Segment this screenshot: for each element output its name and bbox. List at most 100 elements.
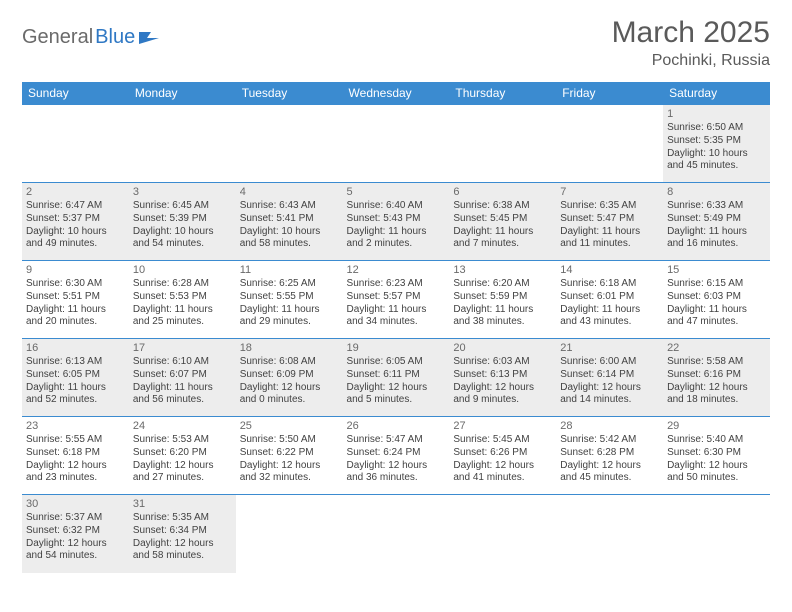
day-cell: 8Sunrise: 6:33 AMSunset: 5:49 PMDaylight… (663, 183, 770, 261)
day-info-line: Sunrise: 6:15 AM (667, 278, 766, 291)
day-info-line: Sunset: 6:09 PM (240, 369, 339, 382)
day-number: 27 (453, 419, 552, 433)
empty-cell (556, 105, 663, 183)
day-info-line: Sunrise: 6:05 AM (347, 356, 446, 369)
day-info-line: Sunrise: 6:18 AM (560, 278, 659, 291)
empty-cell (343, 495, 450, 573)
day-info-line: Daylight: 12 hours (26, 538, 125, 551)
day-info-line: and 56 minutes. (133, 394, 232, 407)
day-number: 28 (560, 419, 659, 433)
day-info-line: Sunset: 6:16 PM (667, 369, 766, 382)
day-number: 30 (26, 497, 125, 511)
location: Pochinki, Russia (612, 52, 770, 70)
day-info-line: Daylight: 11 hours (453, 226, 552, 239)
day-cell: 16Sunrise: 6:13 AMSunset: 6:05 PMDayligh… (22, 339, 129, 417)
day-number: 19 (347, 341, 446, 355)
day-info-line: Sunset: 5:45 PM (453, 213, 552, 226)
day-info-line: Sunrise: 6:43 AM (240, 200, 339, 213)
day-number: 9 (26, 263, 125, 277)
day-number: 11 (240, 263, 339, 277)
day-info-line: Daylight: 11 hours (133, 382, 232, 395)
week-row: 30Sunrise: 5:37 AMSunset: 6:32 PMDayligh… (22, 495, 770, 573)
day-info-line: and 52 minutes. (26, 394, 125, 407)
day-info-line: Daylight: 12 hours (347, 460, 446, 473)
day-cell: 9Sunrise: 6:30 AMSunset: 5:51 PMDaylight… (22, 261, 129, 339)
day-info-line: and 25 minutes. (133, 316, 232, 329)
day-info-line: Sunset: 6:34 PM (133, 525, 232, 538)
day-cell: 28Sunrise: 5:42 AMSunset: 6:28 PMDayligh… (556, 417, 663, 495)
day-info-line: Sunrise: 6:45 AM (133, 200, 232, 213)
day-cell: 18Sunrise: 6:08 AMSunset: 6:09 PMDayligh… (236, 339, 343, 417)
day-info-line: Daylight: 12 hours (453, 460, 552, 473)
day-info-line: Sunset: 5:49 PM (667, 213, 766, 226)
day-info-line: Sunrise: 6:47 AM (26, 200, 125, 213)
day-info-line: and 23 minutes. (26, 472, 125, 485)
day-info-line: Sunrise: 6:10 AM (133, 356, 232, 369)
day-info-line: Daylight: 11 hours (453, 304, 552, 317)
day-info-line: Sunrise: 6:23 AM (347, 278, 446, 291)
day-number: 23 (26, 419, 125, 433)
month-title: March 2025 (612, 16, 770, 50)
day-cell: 17Sunrise: 6:10 AMSunset: 6:07 PMDayligh… (129, 339, 236, 417)
day-info-line: Sunset: 5:47 PM (560, 213, 659, 226)
day-info-line: Daylight: 12 hours (133, 460, 232, 473)
weekday-header: Friday (556, 82, 663, 105)
day-info-line: Daylight: 11 hours (133, 304, 232, 317)
day-cell: 12Sunrise: 6:23 AMSunset: 5:57 PMDayligh… (343, 261, 450, 339)
weekday-header: Wednesday (343, 82, 450, 105)
day-info-line: Sunrise: 6:38 AM (453, 200, 552, 213)
weekday-header: Tuesday (236, 82, 343, 105)
day-info-line: and 36 minutes. (347, 472, 446, 485)
day-info-line: Sunrise: 5:53 AM (133, 434, 232, 447)
day-cell: 14Sunrise: 6:18 AMSunset: 6:01 PMDayligh… (556, 261, 663, 339)
day-info-line: and 27 minutes. (133, 472, 232, 485)
day-info-line: Sunrise: 5:35 AM (133, 512, 232, 525)
day-cell: 7Sunrise: 6:35 AMSunset: 5:47 PMDaylight… (556, 183, 663, 261)
empty-cell (556, 495, 663, 573)
week-row: 2Sunrise: 6:47 AMSunset: 5:37 PMDaylight… (22, 183, 770, 261)
day-number: 5 (347, 185, 446, 199)
day-number: 14 (560, 263, 659, 277)
day-cell: 29Sunrise: 5:40 AMSunset: 6:30 PMDayligh… (663, 417, 770, 495)
day-cell: 2Sunrise: 6:47 AMSunset: 5:37 PMDaylight… (22, 183, 129, 261)
day-info-line: Sunset: 5:43 PM (347, 213, 446, 226)
day-info-line: and 41 minutes. (453, 472, 552, 485)
day-info-line: Sunrise: 5:58 AM (667, 356, 766, 369)
day-info-line: Daylight: 12 hours (133, 538, 232, 551)
day-number: 24 (133, 419, 232, 433)
day-info-line: Sunset: 5:57 PM (347, 291, 446, 304)
day-info-line: Sunset: 5:41 PM (240, 213, 339, 226)
day-info-line: and 45 minutes. (667, 160, 766, 173)
day-number: 26 (347, 419, 446, 433)
logo: GeneralBlue (22, 26, 163, 49)
empty-cell (129, 105, 236, 183)
day-cell: 4Sunrise: 6:43 AMSunset: 5:41 PMDaylight… (236, 183, 343, 261)
day-info-line: Sunset: 5:37 PM (26, 213, 125, 226)
day-info-line: Daylight: 11 hours (560, 304, 659, 317)
day-cell: 13Sunrise: 6:20 AMSunset: 5:59 PMDayligh… (449, 261, 556, 339)
day-cell: 27Sunrise: 5:45 AMSunset: 6:26 PMDayligh… (449, 417, 556, 495)
day-cell: 25Sunrise: 5:50 AMSunset: 6:22 PMDayligh… (236, 417, 343, 495)
day-info-line: and 54 minutes. (133, 238, 232, 251)
day-info-line: Daylight: 11 hours (26, 304, 125, 317)
empty-cell (236, 105, 343, 183)
day-number: 10 (133, 263, 232, 277)
calendar-table: SundayMondayTuesdayWednesdayThursdayFrid… (22, 82, 770, 573)
day-info-line: and 5 minutes. (347, 394, 446, 407)
day-info-line: Daylight: 10 hours (240, 226, 339, 239)
day-info-line: Daylight: 12 hours (453, 382, 552, 395)
calendar-head: SundayMondayTuesdayWednesdayThursdayFrid… (22, 82, 770, 105)
day-info-line: and 18 minutes. (667, 394, 766, 407)
flag-icon (139, 30, 163, 46)
day-number: 29 (667, 419, 766, 433)
week-row: 23Sunrise: 5:55 AMSunset: 6:18 PMDayligh… (22, 417, 770, 495)
day-info-line: Sunrise: 5:47 AM (347, 434, 446, 447)
day-info-line: Daylight: 10 hours (26, 226, 125, 239)
day-info-line: Sunset: 6:14 PM (560, 369, 659, 382)
day-info-line: Sunset: 5:35 PM (667, 135, 766, 148)
day-info-line: Sunrise: 5:40 AM (667, 434, 766, 447)
day-number: 31 (133, 497, 232, 511)
day-cell: 20Sunrise: 6:03 AMSunset: 6:13 PMDayligh… (449, 339, 556, 417)
day-info-line: and 58 minutes. (240, 238, 339, 251)
day-info-line: Daylight: 11 hours (26, 382, 125, 395)
